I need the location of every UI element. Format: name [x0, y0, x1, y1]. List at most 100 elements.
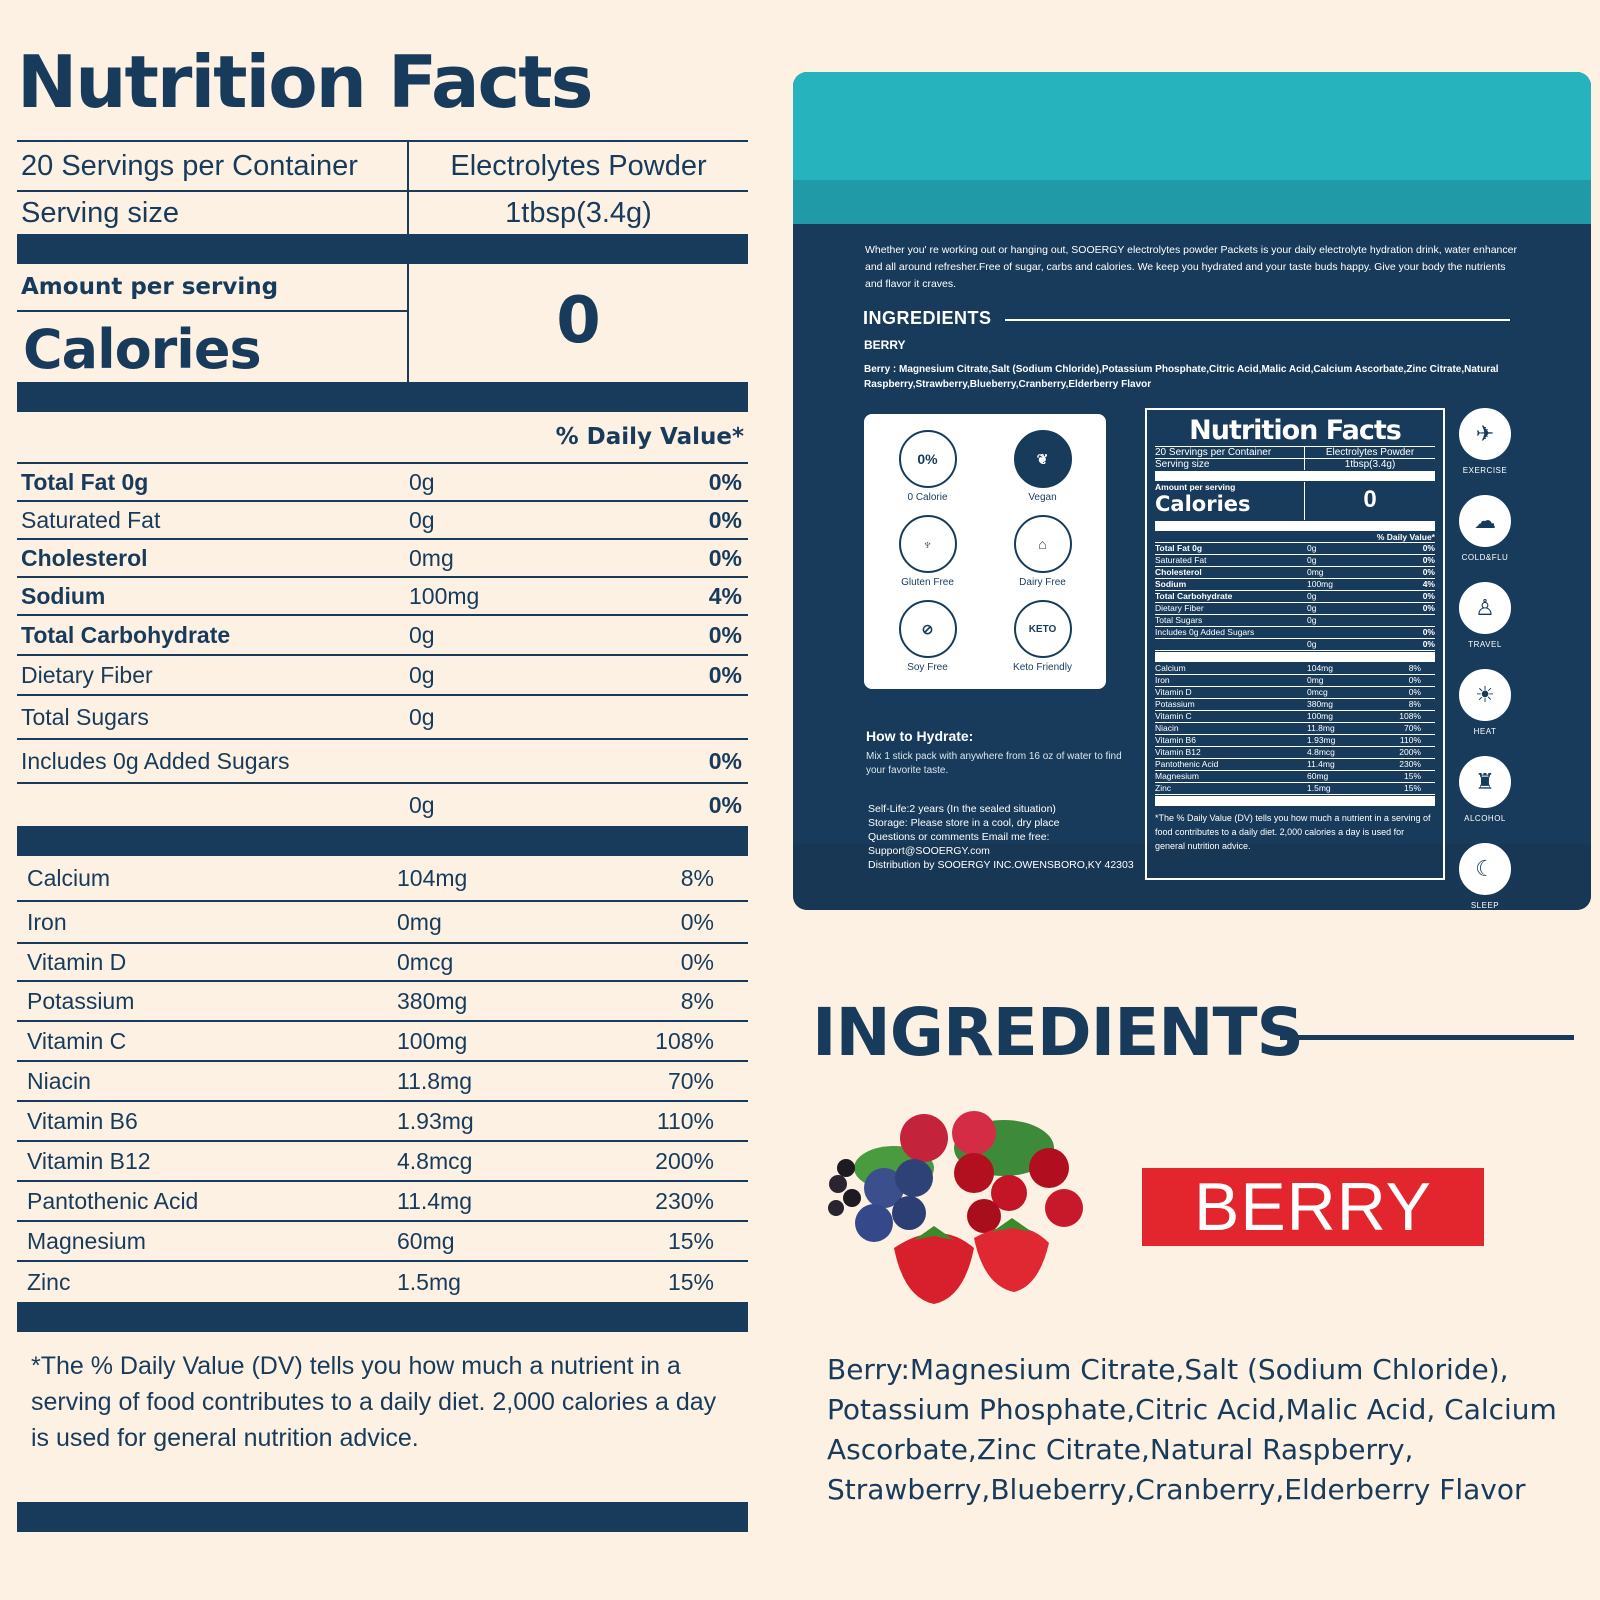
mineral-row: Vitamin B12 4.8mcg 200% [17, 1142, 748, 1182]
mini-amount-per-serving: Amount per serving [1155, 482, 1236, 492]
mineral-row: Vitamin D 0mcg 0% [17, 944, 748, 982]
product-name: Electrolytes Powder [450, 149, 707, 182]
servings-per-container: 20 Servings per Container [17, 142, 409, 190]
mini-mineral-row: Niacin 11.8mg 70% [1155, 723, 1435, 735]
mini-calories-value: 0 [1363, 486, 1377, 513]
mineral-name: Vitamin D [27, 948, 127, 975]
mineral-row: Magnesium 60mg 15% [17, 1222, 748, 1262]
nutrient-row: 0g 0% [17, 784, 748, 826]
nutrient-name: Sodium [21, 582, 106, 609]
mini-nutrient-amount [1307, 627, 1397, 638]
mineral-amount: 100mg [397, 1027, 468, 1054]
exercise-icon: ✈ [1459, 408, 1511, 460]
nutrient-daily-value: 0% [708, 544, 742, 571]
mineral-name: Vitamin B12 [27, 1147, 151, 1174]
mineral-name: Pantothenic Acid [27, 1187, 199, 1214]
use-case-label: TRAVEL [1468, 640, 1502, 649]
mini-servings: 20 Servings per Container [1155, 447, 1305, 458]
diet-badge-label: Keto Friendly [1013, 662, 1072, 673]
diet-badge: ♆ Gluten Free [870, 509, 985, 594]
blueberry [864, 1168, 904, 1208]
mineral-daily-value: 108% [655, 1027, 714, 1054]
mini-nutrient-list: Total Fat 0g 0g 0% Saturated Fat 0g 0% Cholest… [1155, 543, 1435, 651]
product-package-image: Whether you' re working out or hanging o… [793, 72, 1591, 910]
mineral-amount: 104mg [397, 864, 468, 891]
mini-mineral-dv: 108% [1399, 711, 1421, 721]
nutrient-daily-value: 0% [708, 506, 742, 533]
nutrient-name: Total Fat 0g [21, 468, 149, 495]
mini-serving-size-row: Serving size 1tbsp(3.4g) [1155, 458, 1435, 470]
mini-mineral-name: Potassium [1155, 699, 1195, 709]
use-case-label: HEAT [1473, 727, 1497, 736]
cold-flu-icon: ☁ [1459, 495, 1511, 547]
calories-label: Calories [23, 318, 262, 381]
package-intro-text: Whether you' re working out or hanging o… [865, 244, 1517, 290]
mineral-daily-value: 200% [655, 1147, 714, 1174]
mini-nutrient-row: Cholesterol 0mg 0% [1155, 567, 1435, 579]
use-case: ☁ COLD&FLU [1453, 495, 1517, 562]
ingredients-text: Berry:Magnesium Citrate,Salt (Sodium Chl… [827, 1353, 1557, 1506]
nutrient-amount: 0g [409, 703, 435, 730]
milk-bottle-icon: ⌂ [1013, 515, 1072, 573]
support-email: Support@SOOERGY.com [868, 845, 990, 857]
mini-nutrient-amount: 0g [1307, 615, 1317, 625]
use-case-label: SLEEP [1470, 901, 1500, 910]
mineral-daily-value: 110% [656, 1107, 714, 1134]
strawberry [974, 1226, 1049, 1292]
mini-mineral-amount: 60mg [1307, 771, 1329, 781]
mini-mineral-dv: 8% [1408, 699, 1421, 709]
mineral-name: Iron [27, 908, 67, 935]
daily-value-footnote: *The % Daily Value (DV) tells you how mu… [31, 1352, 717, 1452]
mini-mineral-name: Zinc [1155, 783, 1172, 793]
strawberry-leaves [914, 1226, 954, 1240]
nutrient-amount: 0mg [409, 544, 454, 571]
raspberry [952, 1111, 996, 1155]
use-case: ♜ ALCOHOL [1453, 756, 1517, 823]
mini-mineral-row: Zinc 1.5mg 15% [1155, 783, 1435, 795]
use-case: ♙ TRAVEL [1453, 582, 1517, 649]
mineral-daily-value: 15% [667, 1227, 714, 1254]
cranberry [1045, 1189, 1083, 1227]
mini-mineral-dv: 0% [1408, 687, 1421, 697]
mini-nutrient-dv: 0% [1422, 639, 1435, 649]
mini-mineral-amount: 11.4mg [1307, 759, 1335, 769]
mini-servings-row: 20 Servings per Container Electrolytes P… [1155, 446, 1435, 458]
keto-friendly-icon: KETO [1013, 600, 1072, 658]
mini-mineral-row: Potassium 380mg 8% [1155, 699, 1435, 711]
mineral-amount: 380mg [397, 987, 468, 1014]
diet-badge: KETO Keto Friendly [985, 594, 1100, 679]
mini-calories-left: Amount per serving Calories [1155, 482, 1305, 520]
mini-nutrient-dv: 0% [1422, 543, 1435, 553]
nutrient-amount: 100mg [409, 582, 480, 609]
mineral-amount: 60mg [397, 1227, 455, 1254]
mini-nutrient-name [1155, 639, 1307, 650]
nutrient-name: Saturated Fat [21, 506, 161, 533]
diet-badge-label: Soy Free [907, 662, 948, 673]
mini-nutrient-amount: 0g [1307, 543, 1317, 553]
mineral-row: Pantothenic Acid 11.4mg 230% [17, 1182, 748, 1222]
strawberry-leaves [992, 1218, 1032, 1232]
mini-mineral-dv: 70% [1403, 723, 1421, 733]
package-ingredients-text: Berry : Magnesium Citrate,Salt (Sodium C… [864, 364, 1499, 390]
mini-mineral-row: Pantothenic Acid 11.4mg 230% [1155, 759, 1435, 771]
mini-mineral-amount: 0mg [1307, 675, 1324, 685]
diet-badge-label: Gluten Free [901, 577, 954, 588]
mini-nutrient-name: Sodium [1155, 579, 1187, 589]
elderberry [828, 1200, 844, 1216]
mini-calories-label: Calories [1155, 492, 1251, 516]
mini-nutrient-amount: 0g [1307, 603, 1317, 613]
nutrient-row: Cholesterol 0mg 0% [17, 540, 748, 578]
use-case-label: COLD&FLU [1461, 553, 1509, 562]
mini-mineral-amount: 0mcg [1307, 687, 1328, 697]
use-case: ☾ SLEEP [1453, 843, 1517, 910]
flavor-label: BERRY [1142, 1168, 1484, 1246]
mineral-amount: 11.8mg [397, 1067, 473, 1094]
daily-value-header: % Daily Value* [17, 412, 748, 464]
mineral-amount: 0mg [397, 908, 442, 935]
mineral-row: Zinc 1.5mg 15% [17, 1262, 748, 1302]
mini-nutrient-name: Total Carbohydrate [1155, 591, 1233, 601]
travel-icon: ♙ [1459, 582, 1511, 634]
servings-row: 20 Servings per Container Electrolytes P… [17, 142, 748, 192]
package-bottom-seal [793, 844, 1591, 910]
nutrient-daily-value: 0% [708, 468, 742, 495]
